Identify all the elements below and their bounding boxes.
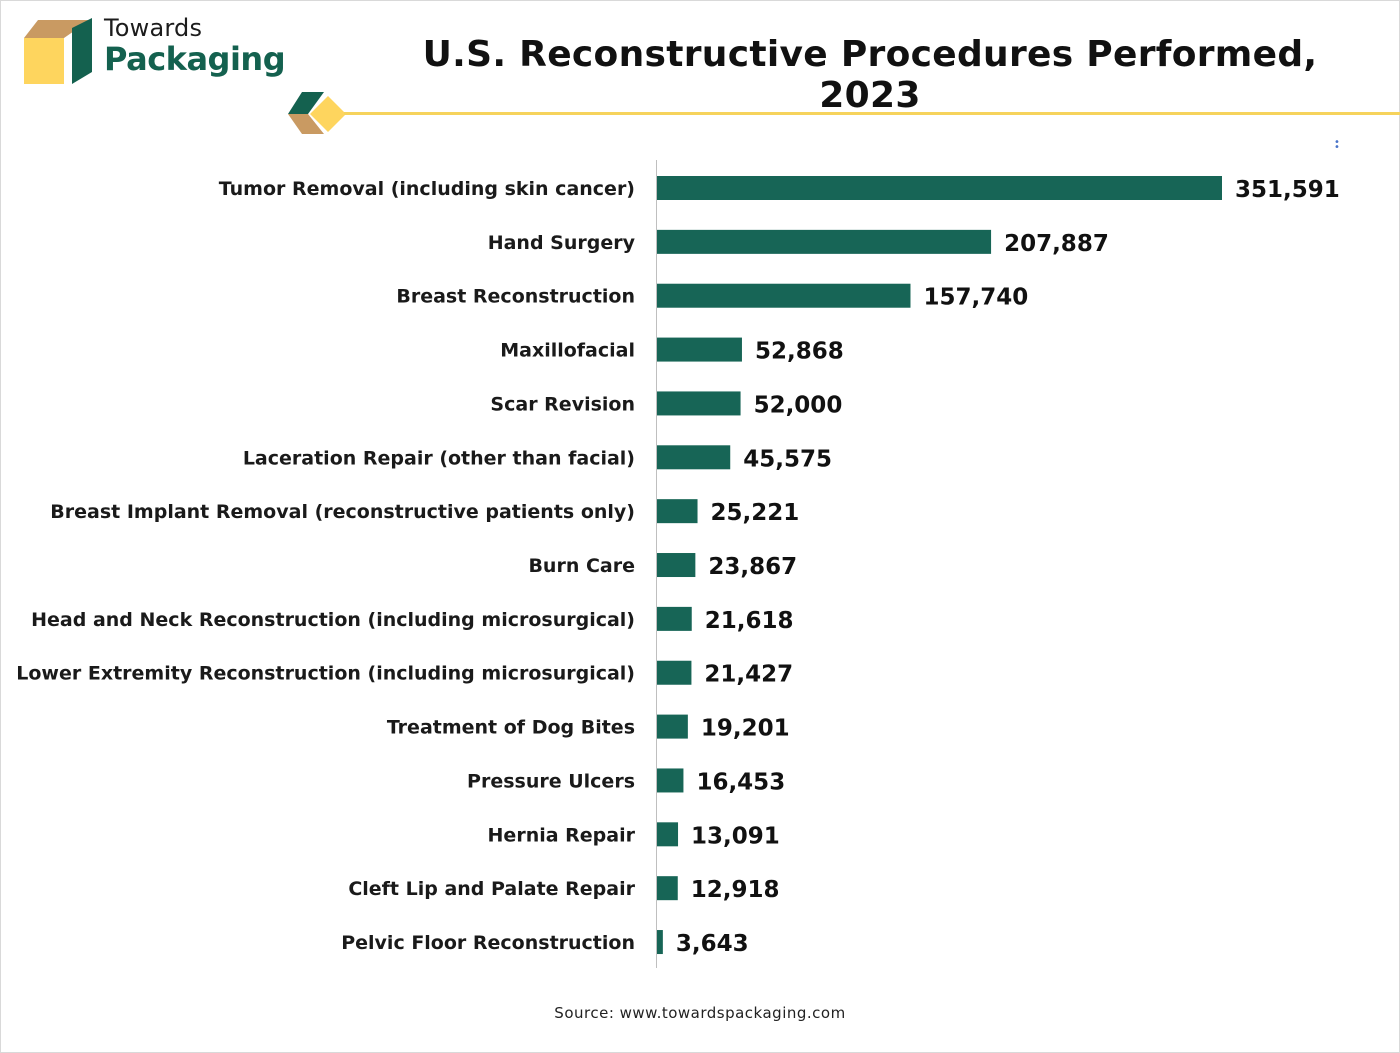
category-label: Laceration Repair (other than facial): [243, 447, 635, 469]
data-label: 157,740: [923, 285, 1028, 311]
title-ornament: [288, 92, 1400, 134]
data-label: 13,091: [691, 823, 780, 849]
data-label: 3,643: [676, 931, 749, 957]
bar-series: Tumor Removal (including skin cancer) 351…: [16, 176, 1340, 957]
bar: [657, 283, 911, 308]
bar: [657, 930, 663, 955]
logo-text-towards: Towards: [104, 14, 203, 42]
towards-packaging-logo: Towards Packaging: [24, 14, 286, 90]
data-label: 351,591: [1235, 177, 1340, 203]
bar: [657, 445, 731, 470]
bar: [657, 553, 696, 578]
data-label: 52,000: [754, 392, 843, 418]
category-label: Maxillofacial: [500, 340, 635, 362]
category-label: Hand Surgery: [488, 232, 636, 254]
category-label: Burn Care: [528, 555, 635, 577]
bar: [657, 391, 741, 416]
data-label: 19,201: [701, 716, 790, 742]
data-label: 21,427: [704, 662, 793, 688]
bar: [657, 876, 678, 901]
data-label: 45,575: [743, 446, 832, 472]
category-label: Head and Neck Reconstruction (including …: [31, 609, 635, 631]
category-label: Breast Implant Removal (reconstructive p…: [50, 501, 635, 523]
logo-text-packaging: Packaging: [104, 40, 286, 78]
category-label: Tumor Removal (including skin cancer): [219, 178, 635, 200]
category-label: Scar Revision: [490, 393, 635, 415]
data-label: 25,221: [711, 500, 800, 526]
data-label: 52,868: [755, 339, 844, 365]
decorative-dots: • •: [1334, 137, 1340, 153]
box-logo-icon: [24, 18, 92, 84]
category-label: Breast Reconstruction: [396, 286, 635, 308]
bar: [657, 176, 1222, 200]
bar: [657, 660, 692, 685]
category-label: Cleft Lip and Palate Repair: [348, 878, 635, 900]
bar: [657, 822, 679, 847]
bar: [657, 768, 684, 793]
category-label: Pelvic Floor Reconstruction: [341, 932, 635, 954]
data-label: 16,453: [696, 769, 785, 795]
data-label: 23,867: [708, 554, 797, 580]
bar: [657, 229, 992, 254]
data-label: 21,618: [705, 608, 794, 634]
category-label: Lower Extremity Reconstruction (includin…: [16, 663, 635, 685]
data-label: 207,887: [1004, 231, 1109, 257]
data-label: 12,918: [691, 877, 780, 903]
chart-title: U.S. Reconstructive Procedures Performed…: [422, 34, 1318, 116]
category-label: Pressure Ulcers: [467, 770, 635, 792]
source-note: Source: www.towardspackaging.com: [554, 1004, 846, 1022]
category-label: Hernia Repair: [488, 824, 636, 846]
bar: [657, 606, 692, 631]
bar: [657, 714, 688, 739]
bar: [657, 337, 742, 362]
category-label: Treatment of Dog Bites: [387, 717, 635, 739]
bar: [657, 499, 698, 524]
